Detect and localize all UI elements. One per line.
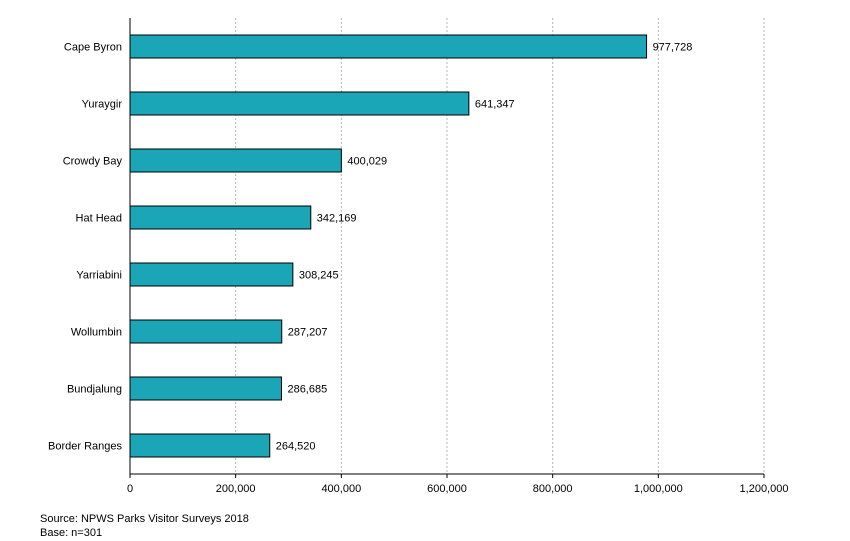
bar — [129, 262, 294, 287]
category-label: Crowdy Bay — [63, 156, 123, 168]
data-label: 977,728 — [653, 42, 693, 54]
bar — [129, 205, 312, 230]
bar — [129, 319, 283, 344]
labels: 0 200,000 400,000 600,000 800,000 1,000,000 1,… — [48, 42, 788, 496]
data-label: 264,520 — [276, 441, 316, 453]
data-label: 308,245 — [299, 270, 339, 282]
data-label: 641,347 — [475, 99, 515, 111]
data-label: 400,029 — [347, 156, 387, 168]
chart-footer: Source: NPWS Parks Visitor Surveys 2018 … — [40, 512, 249, 540]
bar — [129, 148, 342, 173]
data-label: 286,685 — [287, 384, 327, 396]
base-note: Base: n=301 — [40, 527, 103, 539]
x-tick-label: 800,000 — [533, 483, 573, 495]
bars — [129, 34, 648, 458]
x-tick-label: 200,000 — [216, 483, 256, 495]
axes — [129, 18, 765, 478]
x-tick-label: 1,000,000 — [634, 483, 683, 495]
source-note: Source: NPWS Parks Visitor Surveys 2018 — [40, 513, 249, 525]
category-label: Bundjalung — [67, 384, 122, 396]
bar — [129, 433, 271, 458]
category-label: Hat Head — [76, 213, 122, 225]
data-label: 287,207 — [288, 327, 328, 339]
gridlines — [235, 18, 765, 474]
bar — [129, 376, 282, 401]
category-label: Border Ranges — [48, 441, 122, 453]
x-tick-label: 600,000 — [427, 483, 467, 495]
category-label: Yuraygir — [82, 99, 123, 111]
x-tick-label: 1,200,000 — [740, 483, 789, 495]
category-label: Wollumbin — [71, 327, 122, 339]
x-tick-label: 400,000 — [321, 483, 361, 495]
data-label: 342,169 — [317, 213, 357, 225]
category-label: Yarriabini — [76, 270, 122, 282]
bar — [129, 34, 648, 59]
x-tick-label: 0 — [127, 483, 133, 495]
category-label: Cape Byron — [64, 42, 122, 54]
bar — [129, 91, 470, 116]
